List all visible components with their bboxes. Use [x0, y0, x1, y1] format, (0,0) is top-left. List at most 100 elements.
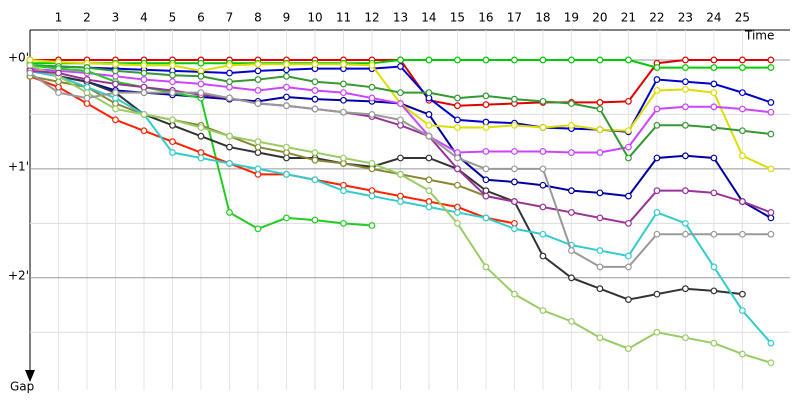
data-point: [368, 187, 376, 195]
data-point: [596, 263, 604, 271]
data-point: [739, 307, 746, 314]
data-point: [340, 154, 347, 162]
data-point: [710, 154, 718, 162]
data-point: [482, 56, 490, 64]
data-point: [169, 116, 176, 124]
data-point: [55, 89, 62, 97]
data-point: [682, 334, 689, 342]
data-point: [397, 63, 404, 70]
data-point: [254, 60, 262, 68]
x-tick-label: 3: [112, 11, 120, 25]
data-point: [112, 80, 119, 88]
data-point: [653, 105, 661, 113]
data-point: [169, 71, 176, 79]
data-point: [26, 69, 34, 77]
data-point: [682, 121, 689, 129]
data-point: [169, 62, 176, 69]
data-point: [739, 198, 746, 205]
data-point: [254, 143, 262, 151]
data-point: [482, 192, 490, 200]
data-point: [283, 154, 290, 162]
data-point: [169, 89, 176, 97]
y-axis-arrow: [25, 370, 35, 382]
data-point: [140, 69, 148, 77]
data-point: [482, 118, 490, 126]
data-point: [482, 101, 490, 109]
data-point: [83, 89, 91, 97]
data-point: [340, 219, 347, 227]
data-point: [55, 83, 62, 91]
data-point: [682, 103, 689, 111]
data-point: [454, 181, 461, 189]
x-axis-label: Time: [744, 29, 774, 43]
data-point: [454, 154, 461, 162]
data-point: [568, 247, 575, 254]
data-point: [482, 92, 490, 100]
data-point: [482, 124, 490, 131]
data-point: [169, 138, 176, 146]
data-point: [539, 165, 547, 173]
data-point: [254, 138, 262, 146]
data-point: [340, 160, 347, 167]
data-point: [739, 127, 746, 135]
data-point: [511, 148, 518, 155]
data-point: [596, 334, 604, 342]
data-point: [710, 263, 718, 271]
data-point: [568, 274, 575, 282]
data-point: [425, 94, 433, 102]
data-point: [340, 89, 347, 97]
data-point: [283, 93, 290, 101]
data-point: [311, 216, 319, 224]
data-point: [283, 72, 290, 80]
data-point: [653, 328, 661, 336]
data-point: [653, 187, 661, 195]
data-point: [254, 165, 262, 173]
data-point: [112, 116, 119, 124]
data-point: [83, 94, 91, 102]
data-point: [340, 96, 347, 104]
data-point: [397, 121, 404, 129]
x-tick-label: 25: [735, 11, 750, 25]
x-tick-label: 16: [478, 11, 493, 25]
data-point: [140, 89, 148, 97]
data-point: [425, 111, 433, 118]
data-point: [226, 69, 233, 77]
data-point: [596, 56, 604, 64]
x-tick-label: 20: [592, 11, 607, 25]
data-point: [112, 89, 119, 97]
x-tick-label: 5: [169, 11, 177, 25]
data-point: [767, 99, 775, 106]
data-point: [596, 285, 604, 293]
data-point: [682, 56, 689, 64]
data-point: [425, 121, 433, 129]
data-point: [140, 62, 148, 69]
y-tick-label: +2': [8, 268, 29, 282]
x-tick-label: 2: [83, 11, 91, 25]
data-point: [368, 222, 376, 229]
data-point: [454, 203, 461, 211]
data-point: [368, 111, 376, 118]
data-point: [539, 203, 547, 211]
data-point: [311, 78, 319, 86]
data-point: [539, 181, 547, 189]
data-point: [767, 56, 775, 64]
data-point: [710, 339, 718, 347]
data-point: [539, 97, 547, 105]
data-point: [283, 60, 290, 68]
data-point: [425, 203, 433, 211]
data-point: [539, 307, 547, 314]
data-point: [625, 154, 632, 162]
x-tick-label: 22: [649, 11, 664, 25]
data-point: [311, 156, 319, 164]
data-point: [197, 80, 205, 88]
data-point: [767, 209, 775, 216]
data-point: [112, 67, 119, 75]
data-point: [226, 209, 233, 216]
data-point: [710, 56, 718, 64]
data-point: [283, 170, 290, 178]
data-point: [568, 121, 575, 129]
data-point: [397, 170, 404, 178]
series-line: [29, 75, 515, 225]
data-point: [368, 62, 376, 69]
data-point: [283, 149, 290, 156]
